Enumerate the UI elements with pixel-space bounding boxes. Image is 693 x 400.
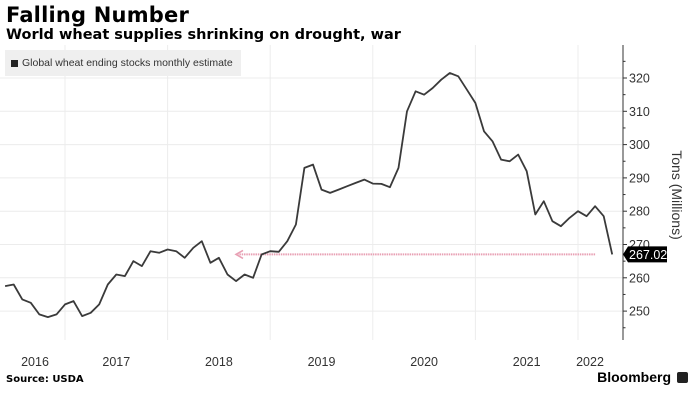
y-tick-label: 280 [629, 205, 650, 219]
arrow-head [234, 249, 244, 260]
source-note: Source: USDA [6, 374, 84, 385]
chart-subtitle: World wheat supplies shrinking on drough… [6, 27, 401, 43]
y-axis-title: Tons (Millions) [669, 150, 685, 239]
x-tick-label: 2020 [410, 355, 438, 369]
x-axis-labels: 2016 2017 2018 2019 2020 2021 2022 [21, 355, 604, 369]
bloomberg-logo: Bloomberg [597, 369, 671, 385]
x-tick-label: 2021 [513, 355, 541, 369]
last-value-label: 267.02 [623, 246, 667, 263]
x-tick-label: 2019 [308, 355, 336, 369]
series-points [5, 72, 613, 318]
x-tick-label: 2016 [21, 355, 49, 369]
last-value-badge [623, 246, 667, 263]
x-tick-label: 2017 [102, 355, 130, 369]
y-tick-label: 260 [629, 271, 650, 285]
y-tick-label: 290 [629, 171, 650, 185]
legend: Global wheat ending stocks monthly estim… [5, 50, 241, 76]
x-tick-label: 2022 [576, 355, 604, 369]
y-tick-label: 310 [629, 105, 650, 119]
last-value-text: 267.02 [629, 248, 667, 262]
x-tick-label: 2018 [205, 355, 233, 369]
bloomberg-chart-icon [677, 372, 688, 383]
y-tick-label: 320 [629, 72, 650, 86]
annotation-arrow [234, 249, 596, 260]
chart-title: Falling Number [6, 3, 190, 27]
y-tick-label: 250 [629, 305, 650, 319]
legend-swatch [11, 59, 18, 67]
grid-lines [0, 45, 623, 340]
series-line [4, 72, 614, 318]
legend-label: Global wheat ending stocks monthly estim… [22, 57, 233, 69]
y-tick-label: 300 [629, 138, 650, 152]
